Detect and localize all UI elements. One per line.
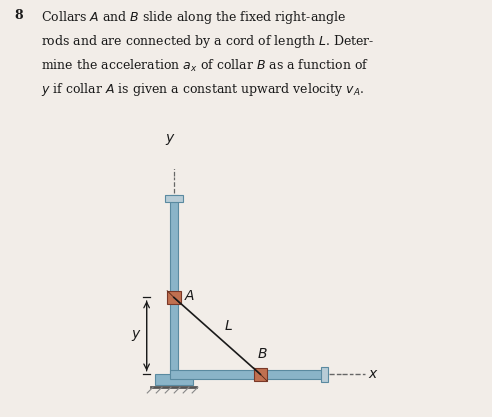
Text: $B$: $B$ [257, 347, 267, 361]
Bar [321, 367, 328, 382]
Text: $y$: $y$ [131, 329, 142, 343]
Text: $y$: $y$ [165, 132, 176, 147]
Text: 8: 8 [15, 9, 23, 22]
Text: $x$: $x$ [368, 367, 378, 382]
Text: $L$: $L$ [224, 319, 233, 333]
Bar [170, 195, 178, 374]
Bar [165, 195, 183, 202]
Bar [154, 374, 193, 384]
Bar [254, 368, 267, 381]
Text: $A$: $A$ [184, 289, 196, 303]
Bar [170, 370, 325, 379]
Text: Collars $A$ and $B$ slide along the fixed right-angle
rods and are connected by : Collars $A$ and $B$ slide along the fixe… [40, 9, 374, 98]
Bar [167, 291, 181, 304]
